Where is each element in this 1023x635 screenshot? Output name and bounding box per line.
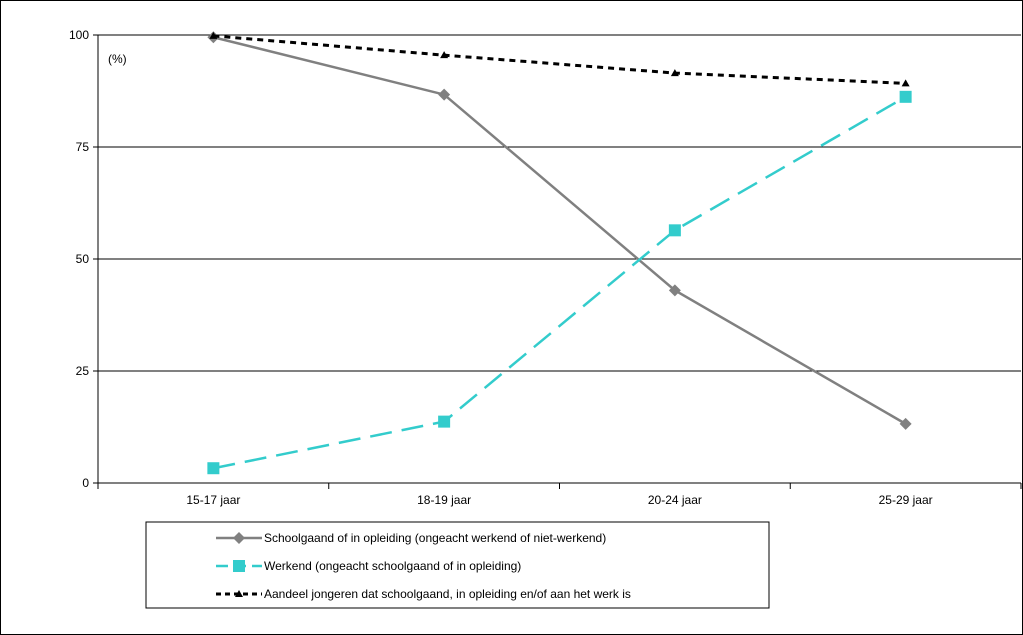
x-tick-label-1: 15-17 jaar: [186, 493, 240, 507]
series-group: [207, 31, 912, 475]
legend-swatch-marker-1: [233, 532, 245, 544]
x-tick-labels: 15-17 jaar 18-19 jaar 20-24 jaar 25-29 jaar: [186, 493, 932, 507]
series-3-point-1: [209, 31, 218, 39]
series-3-point-4: [901, 79, 910, 87]
y-tick-label-75: 75: [76, 140, 90, 154]
series-2: [207, 90, 912, 475]
y-tick-label-25: 25: [76, 364, 90, 378]
y-tick-label-0: 0: [82, 476, 89, 490]
series-3-point-3: [670, 69, 679, 77]
legend-item-3: Aandeel jongeren dat schoolgaand, in opl…: [216, 587, 631, 601]
legend-item-2: Werkend (ongeacht schoolgaand of in ople…: [216, 559, 521, 573]
series-3-line: [213, 34, 906, 85]
legend-swatch-marker-2: [233, 560, 245, 572]
series-2-point-4: [899, 90, 912, 103]
series-2-line: [213, 95, 907, 470]
series-1-point-3: [668, 284, 681, 297]
gridlines: [98, 34, 1021, 372]
x-tick-label-2: 18-19 jaar: [417, 493, 471, 507]
series-3: [209, 31, 910, 87]
y-axis-unit-label: (%): [108, 52, 127, 66]
y-tick-label-50: 50: [76, 252, 90, 266]
axes: [93, 34, 1022, 489]
series-1-line: [213, 36, 907, 425]
x-tick-label-4: 25-29 jaar: [879, 493, 933, 507]
y-tick-labels: 0 25 50 75 100: [69, 28, 89, 490]
series-2-point-3: [668, 224, 681, 237]
series-1-point-4: [899, 417, 912, 430]
y-tick-label-100: 100: [69, 28, 89, 42]
series-1: [207, 31, 912, 430]
legend-item-1: Schoolgaand of in opleiding (ongeacht we…: [216, 531, 606, 545]
series-1-point-2: [438, 88, 451, 101]
legend: Schoolgaand of in opleiding (ongeacht we…: [145, 521, 770, 609]
legend-label-3: Aandeel jongeren dat schoolgaand, in opl…: [264, 587, 631, 601]
legend-label-1: Schoolgaand of in opleiding (ongeacht we…: [264, 531, 606, 545]
x-tick-label-3: 20-24 jaar: [648, 493, 702, 507]
legend-box: [145, 521, 770, 609]
series-2-point-1: [207, 462, 220, 475]
legend-swatch-marker-3: [235, 590, 243, 597]
legend-label-2: Werkend (ongeacht schoolgaand of in ople…: [264, 559, 521, 573]
series-3-point-2: [440, 51, 449, 59]
series-2-point-2: [438, 415, 451, 428]
